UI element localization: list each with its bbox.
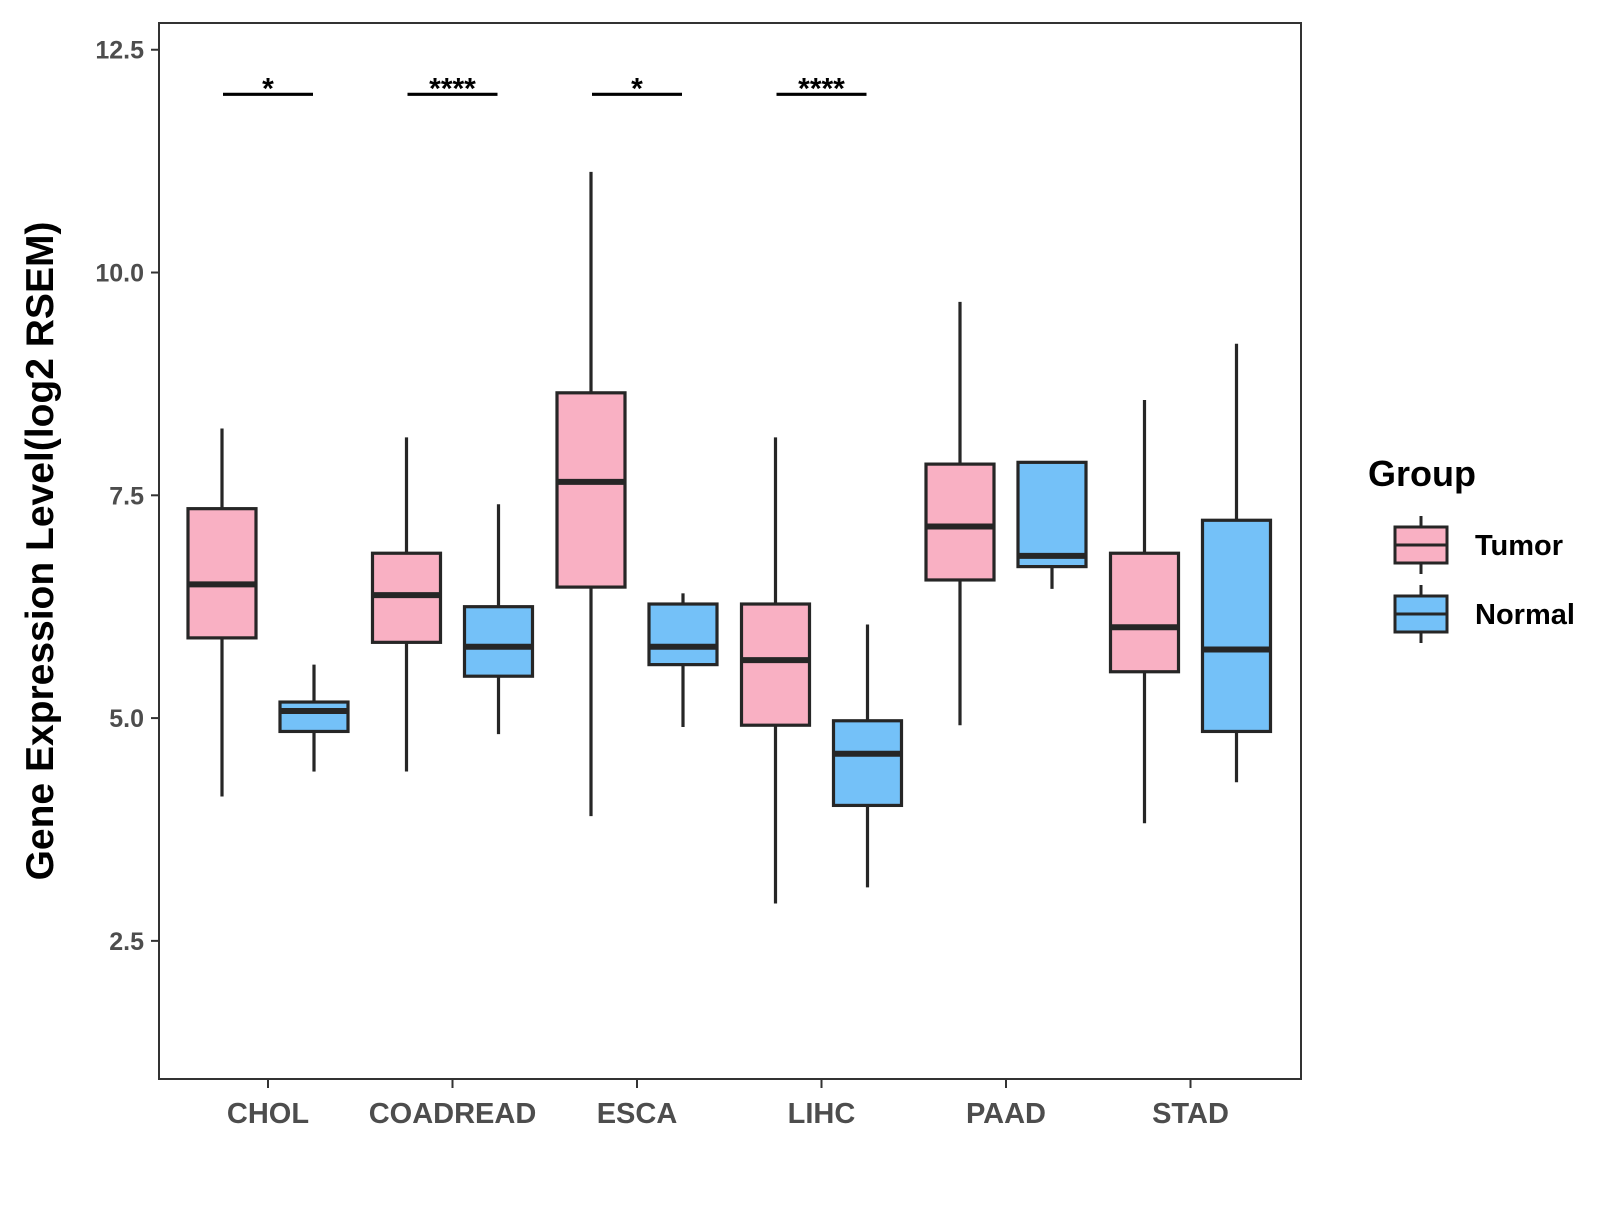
significance-esca: * (592, 72, 682, 105)
x-axis: CHOL COADREAD ESCA LIHC PAAD STAD (227, 1079, 1229, 1130)
y-axis: 2.5 5.0 7.5 10.0 12.5 (95, 37, 159, 956)
y-tick-label: 10.0 (95, 260, 144, 288)
box-body-esca-tumor (555, 391, 627, 589)
box-body-paad-tumor (924, 462, 996, 582)
y-axis-title: Gene Expression Level(log2 RSEM) (19, 222, 62, 881)
box-chol-tumor (186, 428, 258, 797)
box-coadread-tumor (370, 437, 443, 772)
box-lihc-tumor (739, 437, 812, 904)
box-stad-tumor (1108, 399, 1181, 824)
box-paad-normal (1016, 460, 1088, 589)
box-lihc-normal (831, 624, 904, 888)
y-tick-label: 5.0 (109, 705, 144, 733)
x-tick-label-stad: STAD (1152, 1098, 1229, 1130)
y-tick-label: 12.5 (95, 37, 144, 65)
y-tick-label: 2.5 (109, 928, 144, 956)
legend-title: Group (1368, 453, 1476, 494)
box-coadread-normal (462, 504, 535, 735)
legend-label-normal: Normal (1475, 599, 1575, 631)
plot-panel-border (158, 22, 1302, 1080)
box-esca-normal (647, 593, 719, 727)
box-body-chol-normal (278, 700, 350, 734)
box-esca-tumor (555, 171, 627, 817)
significance-label-coadread: **** (429, 72, 476, 105)
box-chol-normal (278, 664, 350, 772)
x-tick-label-chol: CHOL (227, 1098, 309, 1130)
x-tick-label-esca: ESCA (597, 1098, 678, 1130)
legend-entry-tumor: Tumor (1393, 516, 1563, 574)
legend-entry-normal: Normal (1393, 585, 1575, 643)
x-tick-label-coadread: COADREAD (369, 1098, 537, 1130)
x-tick-label-lihc: LIHC (788, 1098, 856, 1130)
significance-lihc: **** (776, 72, 867, 105)
significance-label-esca: * (631, 72, 643, 105)
plot-layer: * **** * **** (186, 72, 1273, 904)
box-paad-tumor (924, 301, 996, 726)
legend: Group Tumor Normal (1368, 453, 1575, 643)
significance-label-chol: * (262, 72, 274, 105)
box-body-stad-normal (1200, 518, 1273, 734)
y-tick-label: 7.5 (109, 482, 144, 510)
legend-label-tumor: Tumor (1475, 530, 1563, 562)
box-body-coadread-normal (462, 605, 535, 678)
significance-chol: * (223, 72, 313, 105)
significance-coadread: **** (407, 72, 498, 105)
box-body-esca-normal (647, 602, 719, 667)
x-tick-label-paad: PAAD (966, 1098, 1046, 1130)
significance-label-lihc: **** (798, 72, 845, 105)
box-body-stad-tumor (1108, 551, 1181, 674)
box-stad-normal (1200, 343, 1273, 783)
box-body-lihc-tumor (739, 602, 812, 727)
box-body-lihc-normal (831, 719, 904, 808)
box-body-chol-tumor (186, 507, 258, 640)
box-body-paad-normal (1016, 460, 1088, 569)
